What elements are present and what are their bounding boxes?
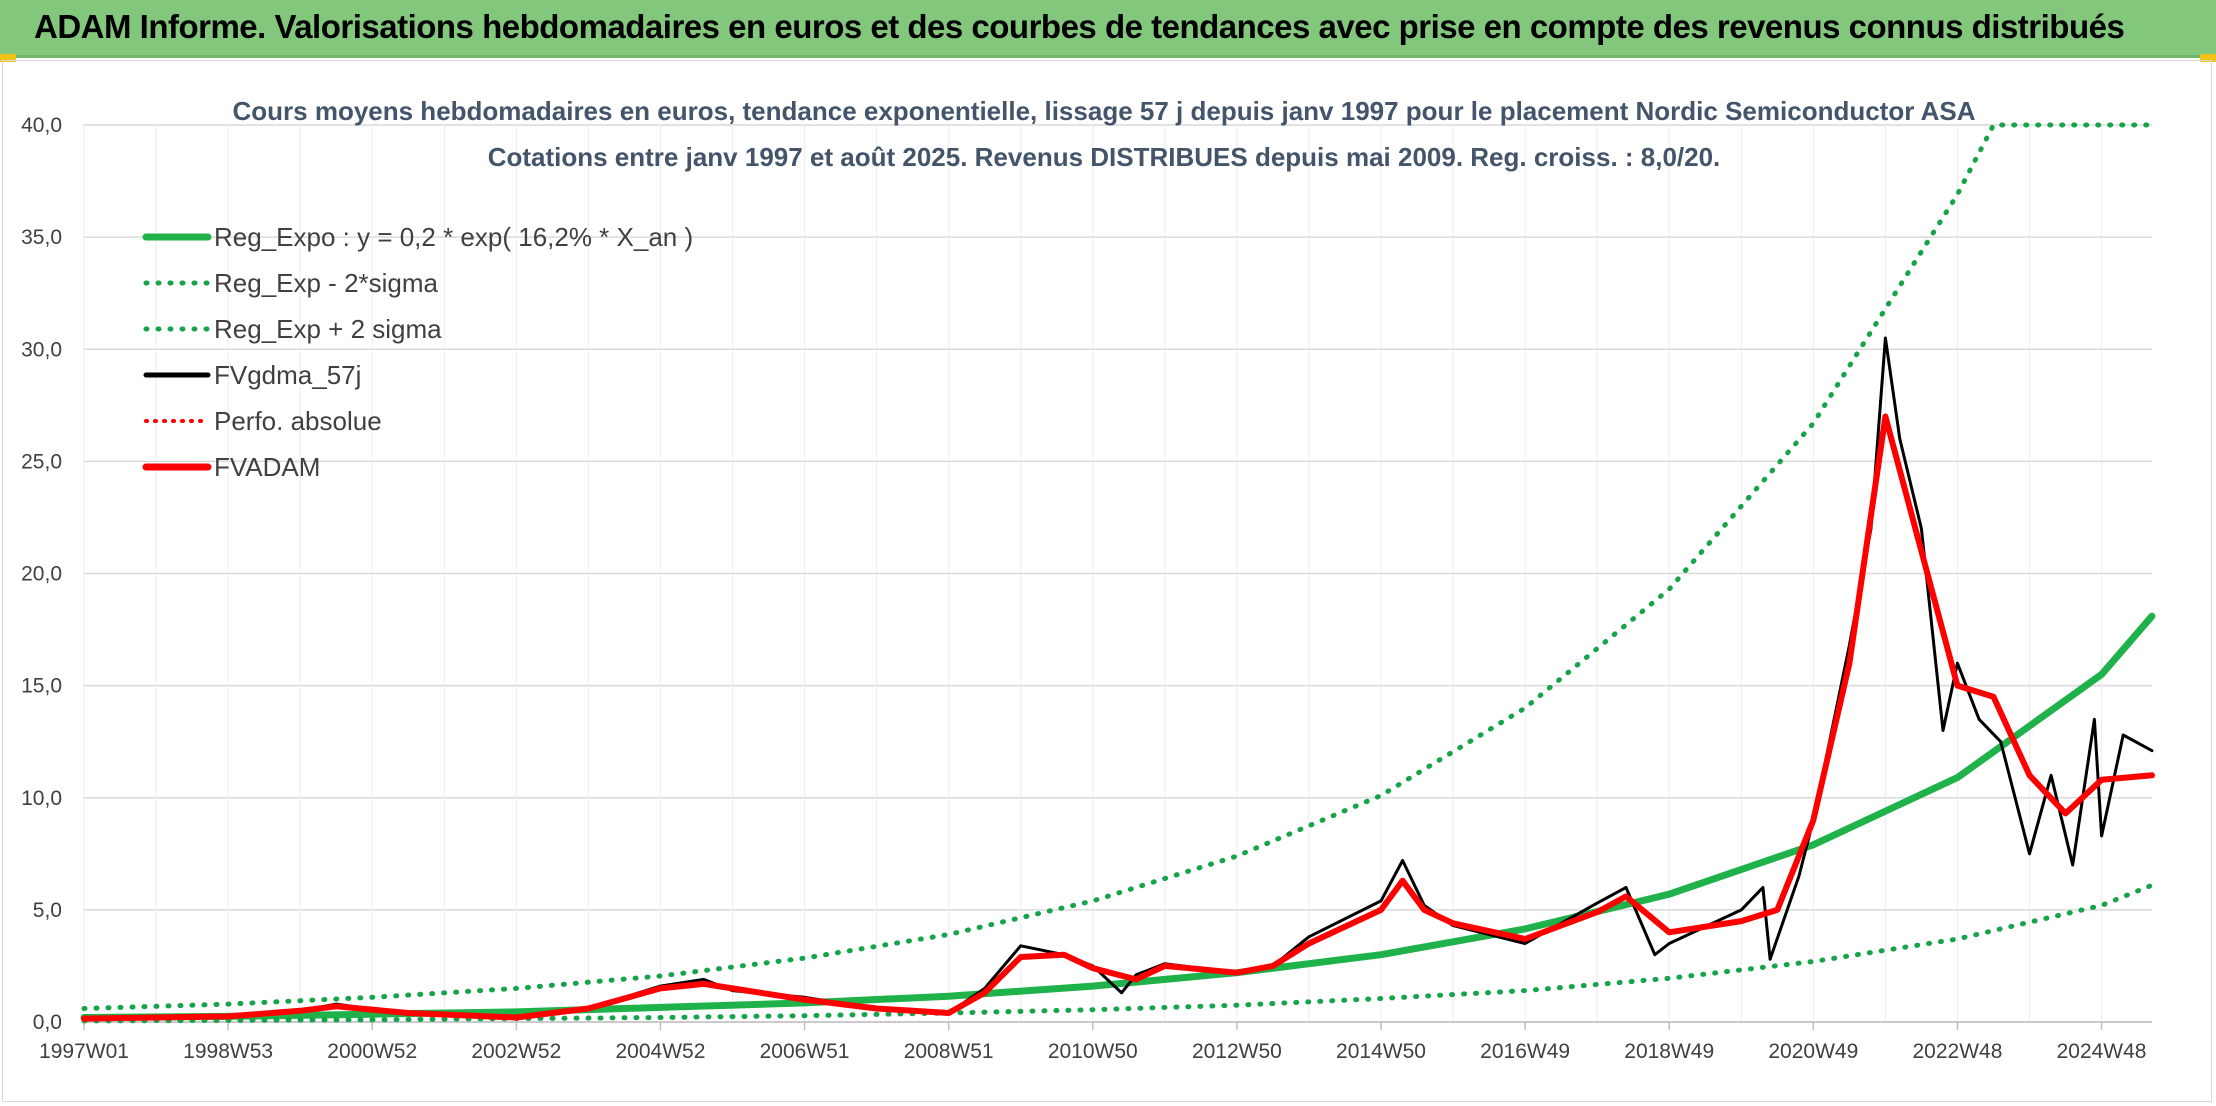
x-tick-label: 2024W48 <box>2057 1040 2147 1063</box>
x-tick-label: 2018W49 <box>1624 1040 1714 1063</box>
x-tick-label: 2008W51 <box>904 1040 994 1063</box>
y-tick-label: 40,0 <box>21 114 62 137</box>
legend-label: Reg_Exp - 2*sigma <box>214 268 439 298</box>
legend-label: FVgdma_57j <box>214 360 361 390</box>
report-banner: ADAM Informe. Valorisations hebdomadaire… <box>0 0 2216 58</box>
chart-titles: Cours moyens hebdomadaires en euros, ten… <box>232 96 1975 172</box>
x-tick-label: 2004W52 <box>615 1040 705 1063</box>
x-axis: 1997W01 1998W53 2000W52 2002W52 2004W52 2006W… <box>39 1021 2152 1063</box>
y-tick-label: 0,0 <box>33 1011 62 1034</box>
legend-label: Perfo. absolue <box>214 406 382 436</box>
x-tick-label: 2020W49 <box>1768 1040 1858 1063</box>
chart-grid <box>83 124 2152 1023</box>
x-tick-label: 1997W01 <box>39 1040 129 1063</box>
series-reg-exp-plus-2sigma <box>81 122 2155 1011</box>
y-tick-label: 20,0 <box>21 563 62 586</box>
series-fvadam <box>81 413 2155 1022</box>
y-axis: 0,0 5,0 10,0 15,0 20,0 25,0 30,0 35,0 40,0 <box>21 114 62 1034</box>
x-tick-label: 2022W48 <box>1912 1040 2002 1063</box>
y-tick-label: 25,0 <box>21 450 62 473</box>
x-tick-label: 2002W52 <box>471 1040 561 1063</box>
x-tick-label: 2000W52 <box>327 1040 417 1063</box>
y-tick-label: 30,0 <box>21 338 62 361</box>
x-tick-label: 2010W50 <box>1048 1040 1138 1063</box>
report-title: ADAM Informe. Valorisations hebdomadaire… <box>34 8 2125 45</box>
x-tick-label: 2014W50 <box>1336 1040 1426 1063</box>
y-tick-label: 5,0 <box>33 899 62 922</box>
chart-series <box>80 122 2156 1024</box>
x-tick-label: 2012W50 <box>1192 1040 1282 1063</box>
x-tick-label: 2016W49 <box>1480 1040 1570 1063</box>
legend-label: Reg_Expo : y = 0,2 * exp( 16,2% * X_an ) <box>214 222 693 252</box>
chart-subtitle: Cotations entre janv 1997 et août 2025. … <box>488 142 1721 172</box>
x-tick-label: 2006W51 <box>760 1040 850 1063</box>
x-tick-label: 1998W53 <box>183 1040 273 1063</box>
legend-label: FVADAM <box>214 452 320 482</box>
y-tick-label: 15,0 <box>21 675 62 698</box>
legend-label: Reg_Exp + 2 sigma <box>214 314 442 344</box>
series-reg-exp-minus-2sigma <box>81 882 2155 1024</box>
chart-legend: Reg_Expo : y = 0,2 * exp( 16,2% * X_an )… <box>142 222 693 482</box>
corner-marker-right <box>2200 54 2216 62</box>
series-fvgdma-57j <box>82 336 2154 1021</box>
y-tick-label: 35,0 <box>21 226 62 249</box>
y-tick-label: 10,0 <box>21 787 62 810</box>
chart-frame <box>2 60 2212 1102</box>
corner-marker-left <box>0 54 16 62</box>
chart-title: Cours moyens hebdomadaires en euros, ten… <box>232 96 1975 126</box>
